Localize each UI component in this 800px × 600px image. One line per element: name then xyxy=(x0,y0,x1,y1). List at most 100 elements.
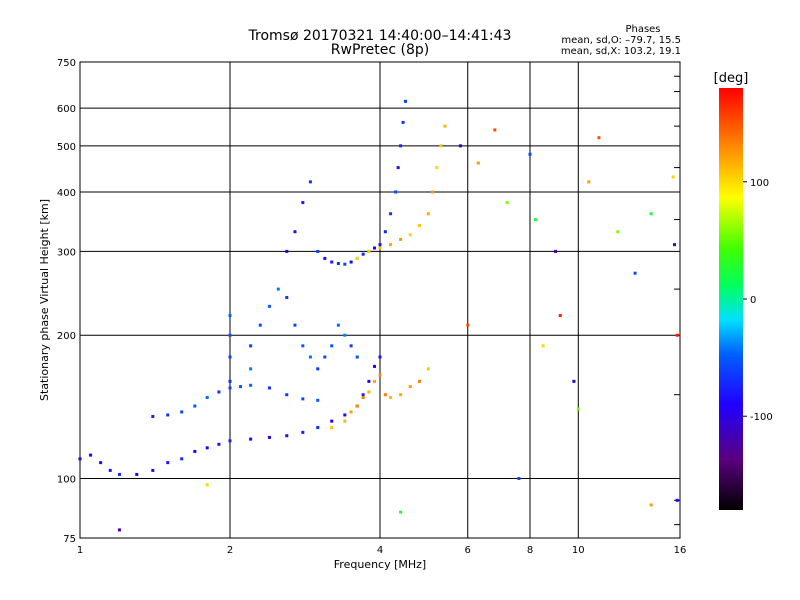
data-point xyxy=(373,246,377,250)
data-point xyxy=(361,252,365,256)
data-point xyxy=(205,446,209,450)
data-point xyxy=(399,393,403,397)
data-point xyxy=(217,442,221,446)
y-tick-label: 500 xyxy=(57,142,76,153)
colorbar xyxy=(719,88,743,510)
data-points xyxy=(78,99,679,532)
data-point xyxy=(378,373,382,377)
data-point xyxy=(505,201,509,205)
data-point xyxy=(443,124,447,128)
data-point xyxy=(671,175,675,179)
data-point xyxy=(383,393,387,397)
data-point xyxy=(458,144,462,148)
data-point xyxy=(249,437,253,441)
data-point xyxy=(403,99,407,103)
data-point xyxy=(417,379,421,383)
y-tick-label: 400 xyxy=(57,188,76,199)
data-point xyxy=(558,314,562,318)
data-point xyxy=(135,472,139,476)
data-point xyxy=(301,430,305,434)
x-tick-label: 2 xyxy=(227,545,233,556)
data-point xyxy=(367,379,371,383)
data-point xyxy=(616,230,620,234)
data-point xyxy=(228,386,232,390)
y-tick-label: 750 xyxy=(57,58,76,69)
data-point xyxy=(675,498,679,502)
data-point xyxy=(330,260,334,264)
data-point xyxy=(378,246,382,250)
x-tick-label: 1 xyxy=(77,545,83,556)
colorbar-tick-label: 0 xyxy=(750,295,756,306)
data-point xyxy=(316,249,320,253)
colorbar-tick-label: 100 xyxy=(750,178,769,189)
data-point xyxy=(378,243,382,247)
data-point xyxy=(330,425,334,429)
y-tick-label: 200 xyxy=(57,331,76,342)
data-point xyxy=(228,355,232,359)
data-point xyxy=(330,344,334,348)
data-point xyxy=(193,404,197,408)
data-point xyxy=(439,144,443,148)
data-point xyxy=(417,224,421,228)
x-tick-label: 6 xyxy=(465,545,471,556)
x-tick-label: 10 xyxy=(572,545,585,556)
data-point xyxy=(343,333,347,337)
data-point xyxy=(633,271,637,275)
data-point xyxy=(435,166,439,170)
data-point xyxy=(408,385,412,389)
chart-title: Tromsø 20170321 14:40:00–14:41:43 xyxy=(248,28,512,44)
data-point xyxy=(99,461,103,465)
data-point xyxy=(267,386,271,390)
data-point xyxy=(533,218,537,222)
data-point xyxy=(355,355,359,359)
data-point xyxy=(166,461,170,465)
data-point xyxy=(572,379,576,383)
data-point xyxy=(476,161,480,165)
data-point xyxy=(336,261,340,265)
y-tick-label: 75 xyxy=(63,534,76,545)
data-point xyxy=(258,323,262,327)
x-tick-label: 8 xyxy=(527,545,533,556)
data-point xyxy=(426,367,430,371)
data-point xyxy=(151,468,155,472)
data-point xyxy=(180,410,184,414)
data-point xyxy=(466,323,470,327)
data-point xyxy=(330,419,334,423)
data-point xyxy=(89,453,93,457)
colorbar-ticks: 100 0 -100 xyxy=(743,178,773,423)
data-point xyxy=(285,249,289,253)
data-point xyxy=(293,230,297,234)
data-point xyxy=(301,344,305,348)
grid-lines xyxy=(80,62,680,538)
data-point xyxy=(108,468,112,472)
data-point xyxy=(349,410,353,414)
data-point xyxy=(117,472,121,476)
y-tick-label: 600 xyxy=(57,104,76,115)
data-point xyxy=(389,395,393,399)
data-point xyxy=(349,344,353,348)
data-point xyxy=(308,355,312,359)
x-tick-label: 16 xyxy=(674,545,687,556)
data-point xyxy=(308,180,312,184)
data-point xyxy=(205,483,209,487)
data-point xyxy=(267,435,271,439)
data-point xyxy=(249,383,253,387)
data-point xyxy=(649,212,653,216)
data-point xyxy=(396,166,400,170)
data-point xyxy=(343,262,347,266)
y-axis-label: Stationary phase Virtual Height [km] xyxy=(38,199,51,401)
data-point xyxy=(151,414,155,418)
data-point xyxy=(399,144,403,148)
data-point xyxy=(361,395,365,399)
data-point xyxy=(408,233,412,237)
x-axis-ticks: 1 2 4 6 8 10 16 xyxy=(77,545,687,556)
data-point xyxy=(228,333,232,337)
data-point xyxy=(361,393,365,397)
data-point xyxy=(285,393,289,397)
data-point xyxy=(285,434,289,438)
data-point xyxy=(316,398,320,402)
phase-box-title: Phases xyxy=(625,24,660,35)
data-point xyxy=(355,404,359,408)
chart-subtitle: RwPretec (8p) xyxy=(331,42,429,58)
